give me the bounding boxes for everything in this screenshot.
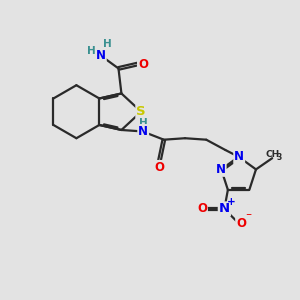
Text: N: N — [138, 125, 148, 138]
Text: O: O — [197, 202, 207, 215]
Text: ⁻: ⁻ — [245, 211, 251, 224]
Text: 3: 3 — [276, 153, 281, 162]
Text: N: N — [234, 150, 244, 163]
Text: N: N — [216, 163, 226, 176]
Text: O: O — [236, 217, 246, 230]
Text: H: H — [139, 118, 148, 128]
Text: N: N — [219, 202, 230, 215]
Text: H: H — [87, 46, 95, 56]
Text: S: S — [136, 105, 146, 118]
Text: O: O — [154, 161, 164, 174]
Text: H: H — [103, 39, 112, 49]
Text: CH: CH — [266, 150, 280, 159]
Text: +: + — [226, 197, 235, 208]
Text: N: N — [96, 49, 106, 62]
Text: O: O — [138, 58, 148, 70]
